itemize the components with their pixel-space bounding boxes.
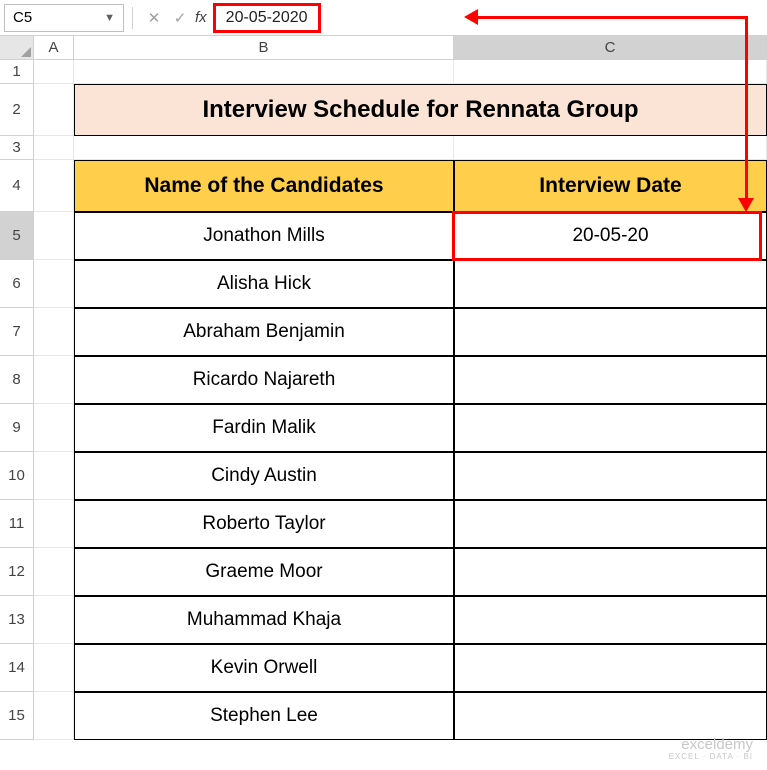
row-header[interactable]: 15 <box>0 692 34 740</box>
cell[interactable] <box>454 60 767 84</box>
cell[interactable] <box>34 692 74 740</box>
candidate-cell[interactable]: Muhammad Khaja <box>74 596 454 644</box>
header-cell-c[interactable]: Interview Date <box>454 160 767 212</box>
arrow-vertical <box>745 16 748 200</box>
header-cell-b[interactable]: Name of the Candidates <box>74 160 454 212</box>
candidate-cell[interactable]: Ricardo Najareth <box>74 356 454 404</box>
cell[interactable] <box>34 404 74 452</box>
cell[interactable] <box>34 84 74 136</box>
formula-text: 20-05-2020 <box>226 9 308 27</box>
chevron-down-icon[interactable]: ▼ <box>104 12 115 24</box>
watermark: exceldemy EXCEL · DATA · BI <box>669 737 753 762</box>
row-header[interactable]: 1 <box>0 60 34 84</box>
column-headers: A B C <box>0 36 767 60</box>
cells-area: Interview Schedule for Rennata Group Nam… <box>34 60 767 740</box>
cell[interactable] <box>34 136 74 160</box>
row-header[interactable]: 11 <box>0 500 34 548</box>
spreadsheet-grid: A B C 1 2 3 4 5 6 7 8 9 10 11 12 13 14 1… <box>0 36 767 740</box>
candidate-cell[interactable]: Kevin Orwell <box>74 644 454 692</box>
date-cell[interactable] <box>454 644 767 692</box>
date-cell[interactable] <box>454 548 767 596</box>
cell[interactable] <box>34 308 74 356</box>
cell[interactable] <box>34 500 74 548</box>
date-cell[interactable] <box>454 404 767 452</box>
divider <box>132 7 133 29</box>
candidate-cell[interactable]: Jonathon Mills <box>74 212 454 260</box>
select-all-corner[interactable] <box>0 36 34 59</box>
name-box-value: C5 <box>13 9 32 26</box>
watermark-sub: EXCEL · DATA · BI <box>669 753 753 762</box>
cell[interactable] <box>34 356 74 404</box>
grid-body: 1 2 3 4 5 6 7 8 9 10 11 12 13 14 15 <box>0 60 767 740</box>
row-headers: 1 2 3 4 5 6 7 8 9 10 11 12 13 14 15 <box>0 60 34 740</box>
cell[interactable] <box>34 452 74 500</box>
row-header[interactable]: 13 <box>0 596 34 644</box>
row-header[interactable]: 5 <box>0 212 34 260</box>
row-header[interactable]: 6 <box>0 260 34 308</box>
cell[interactable] <box>34 60 74 84</box>
row-header[interactable]: 7 <box>0 308 34 356</box>
arrow-horizontal <box>478 16 748 19</box>
date-cell[interactable] <box>454 500 767 548</box>
title-cell[interactable]: Interview Schedule for Rennata Group <box>74 84 767 136</box>
date-cell[interactable] <box>454 260 767 308</box>
fx-icon[interactable]: fx <box>195 9 207 26</box>
row-header[interactable]: 10 <box>0 452 34 500</box>
arrow-head-down-icon <box>738 198 754 212</box>
cell[interactable] <box>74 60 454 84</box>
row-header[interactable]: 3 <box>0 136 34 160</box>
row-header[interactable]: 8 <box>0 356 34 404</box>
cancel-icon[interactable]: ✕ <box>141 5 167 31</box>
candidate-cell[interactable]: Roberto Taylor <box>74 500 454 548</box>
cell[interactable] <box>34 548 74 596</box>
date-cell[interactable] <box>454 596 767 644</box>
row-header[interactable]: 2 <box>0 84 34 136</box>
date-cell[interactable] <box>454 356 767 404</box>
col-header-c[interactable]: C <box>454 36 767 59</box>
candidate-cell[interactable]: Cindy Austin <box>74 452 454 500</box>
row-header[interactable]: 12 <box>0 548 34 596</box>
cell[interactable] <box>454 136 767 160</box>
name-box[interactable]: C5 ▼ <box>4 4 124 32</box>
candidate-cell[interactable]: Graeme Moor <box>74 548 454 596</box>
col-header-b[interactable]: B <box>74 36 454 59</box>
date-cell-c5[interactable]: 20-05-20 <box>454 212 767 260</box>
confirm-icon[interactable]: ✓ <box>167 5 193 31</box>
cell[interactable] <box>34 260 74 308</box>
date-cell[interactable] <box>454 452 767 500</box>
cell[interactable] <box>34 644 74 692</box>
row-header[interactable]: 4 <box>0 160 34 212</box>
candidate-cell[interactable]: Stephen Lee <box>74 692 454 740</box>
cell[interactable] <box>34 160 74 212</box>
cell[interactable] <box>34 212 74 260</box>
col-header-a[interactable]: A <box>34 36 74 59</box>
date-cell[interactable] <box>454 308 767 356</box>
row-header[interactable]: 14 <box>0 644 34 692</box>
candidate-cell[interactable]: Alisha Hick <box>74 260 454 308</box>
date-cell[interactable] <box>454 692 767 740</box>
cell[interactable] <box>34 596 74 644</box>
watermark-main: exceldemy <box>669 737 753 754</box>
candidate-cell[interactable]: Abraham Benjamin <box>74 308 454 356</box>
arrow-head-left-icon <box>464 9 478 25</box>
cell[interactable] <box>74 136 454 160</box>
formula-input[interactable]: 20-05-2020 <box>213 3 321 33</box>
candidate-cell[interactable]: Fardin Malik <box>74 404 454 452</box>
row-header[interactable]: 9 <box>0 404 34 452</box>
